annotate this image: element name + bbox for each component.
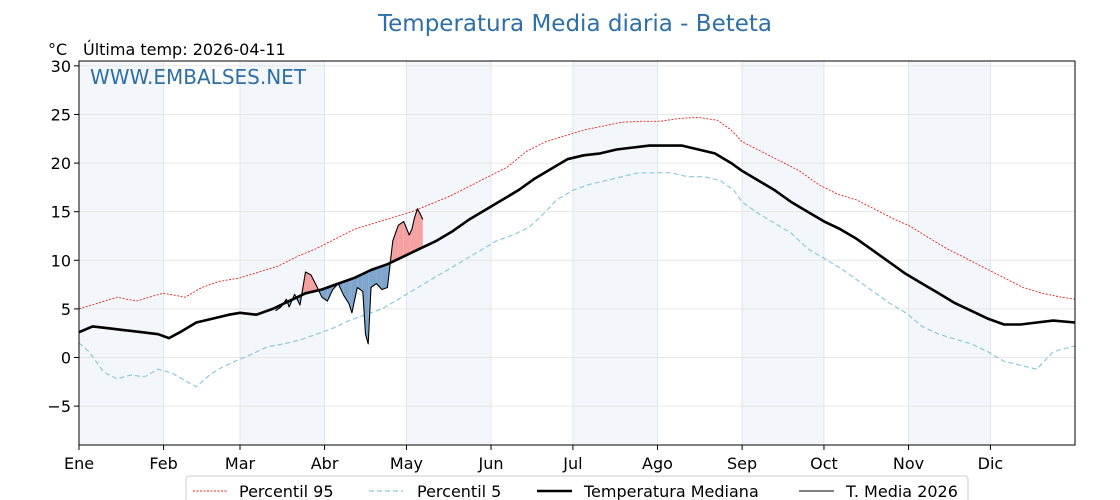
above-median-fill	[414, 208, 418, 252]
x-tick-label-jun: Jun	[478, 454, 504, 473]
x-tick-label-ago: Ago	[642, 454, 673, 473]
below-median-fill	[381, 264, 388, 290]
legend: Percentil 95 Percentil 5 Temperatura Med…	[185, 475, 969, 500]
series-line-p95	[78, 116, 1076, 310]
chart-title: Temperatura Media diaria - Beteta	[377, 11, 772, 37]
above-median-fill	[392, 225, 399, 262]
x-tick-label-sep: Sep	[727, 454, 757, 473]
below-median-fill	[376, 266, 382, 290]
last-temp-label: Última temp: 2026-04-11	[83, 40, 286, 59]
y-tick-label: 0	[61, 349, 71, 368]
month-band-jul	[572, 61, 658, 445]
x-tick-label-dic: Dic	[978, 454, 1004, 473]
below-median-fill	[349, 278, 352, 313]
month-bands	[79, 61, 991, 445]
x-tick-label-may: May	[390, 454, 423, 473]
legend-label-p95: Percentil 95	[239, 482, 334, 500]
watermark: WWW.EMBALSES.NET	[90, 65, 307, 89]
above-median-fill	[403, 221, 410, 257]
series-line-current	[275, 208, 424, 345]
above-median-fill	[310, 274, 317, 292]
series-lines	[78, 116, 1076, 388]
plot-frame	[78, 60, 1076, 446]
below-median-fill	[343, 279, 350, 304]
x-tick-label-ene: Ene	[64, 454, 94, 473]
above-median-fill	[305, 272, 311, 294]
series-line-median	[78, 144, 1076, 340]
below-median-fill	[371, 268, 377, 288]
y-tick-label: 30	[51, 57, 71, 76]
above-median-fill	[398, 221, 404, 259]
x-tick-label-jul: Jul	[562, 454, 582, 473]
x-tick-label-nov: Nov	[893, 454, 924, 473]
month-band-may	[406, 61, 492, 445]
x-tick-label-feb: Feb	[149, 454, 177, 473]
y-tick-label: −5	[47, 397, 71, 416]
above-median-fill	[420, 213, 423, 249]
below-median-fill	[351, 276, 358, 313]
month-band-nov	[908, 61, 991, 445]
legend-label-median: Temperatura Mediana	[583, 482, 759, 500]
legend-label-p5: Percentil 5	[417, 482, 501, 500]
legend-label-current: T. Media 2026	[845, 482, 958, 500]
y-axis: 30 25 20 15 10 5 0 −5	[47, 57, 79, 416]
legend-box	[185, 475, 969, 500]
y-tick-label: 5	[61, 300, 71, 319]
above-median-fill	[417, 208, 421, 250]
grid-lines	[78, 61, 1075, 445]
y-unit-label: °C	[48, 40, 67, 59]
month-band-sep	[742, 61, 824, 445]
series-line-p5	[78, 172, 1076, 388]
month-band-ene	[79, 61, 164, 445]
y-tick-label: 10	[51, 251, 71, 270]
x-tick-label-abr: Abr	[311, 454, 339, 473]
month-band-mar	[239, 61, 325, 445]
above-median-fill	[411, 217, 415, 253]
y-tick-label: 15	[51, 203, 71, 222]
below-median-fill	[365, 271, 369, 344]
x-tick-label-mar: Mar	[225, 454, 256, 473]
above-median-fill	[409, 229, 412, 254]
x-tick-label-oct: Oct	[810, 454, 838, 473]
x-axis: Ene Feb Mar Abr May Jun Jul Ago Sep Oct Nov Dic	[64, 445, 1003, 473]
below-median-fill	[357, 273, 363, 292]
y-tick-label: 20	[51, 154, 71, 173]
y-tick-label: 25	[51, 105, 71, 124]
